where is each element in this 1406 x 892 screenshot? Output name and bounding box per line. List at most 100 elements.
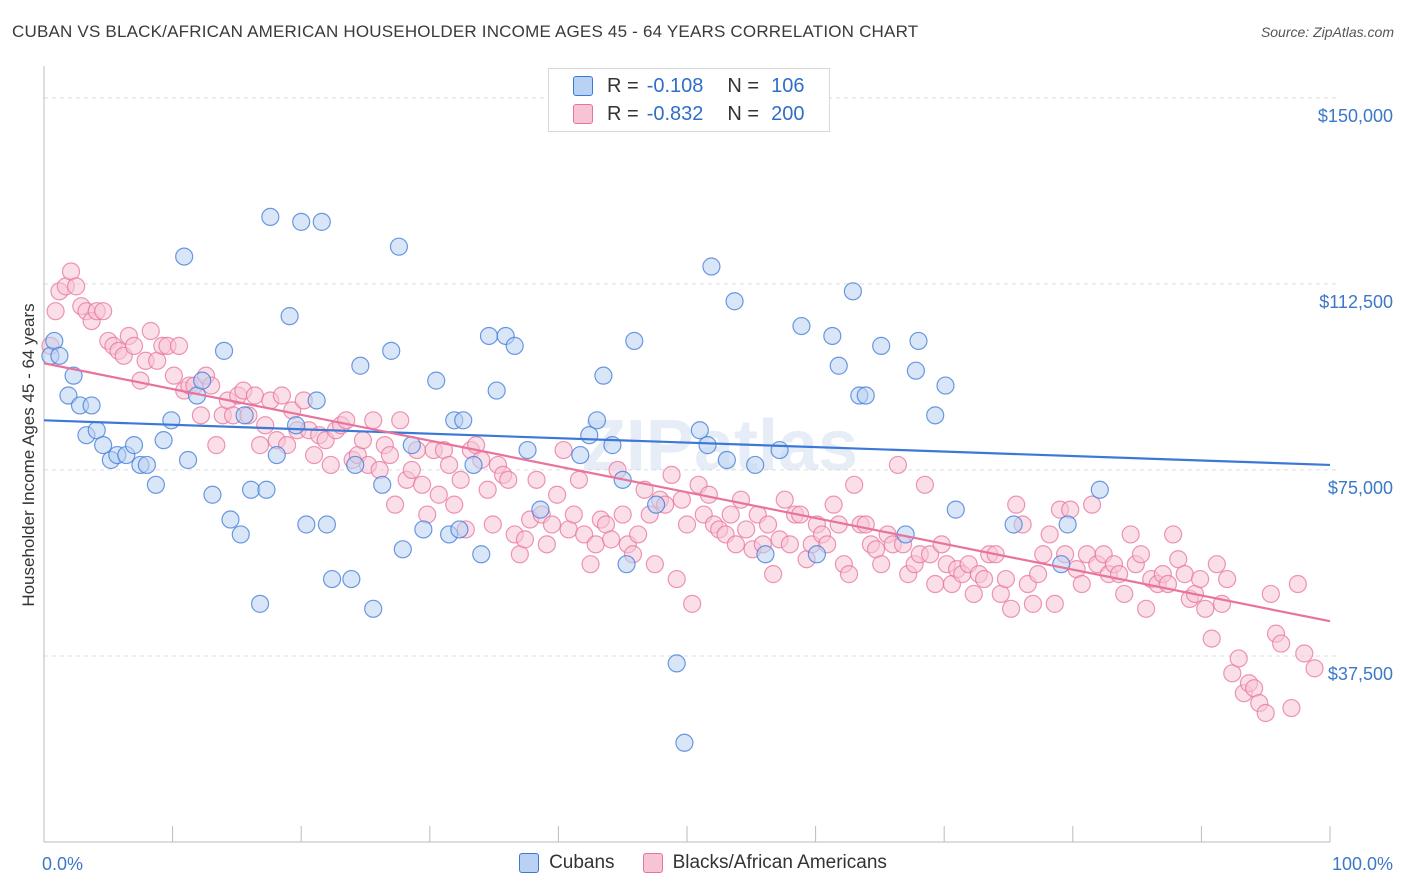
data-point (721, 505, 740, 524)
data-point (824, 495, 843, 514)
data-point (391, 411, 410, 430)
data-point (856, 386, 875, 405)
data-point (389, 237, 409, 256)
data-point (1115, 584, 1134, 604)
data-point (792, 316, 811, 336)
data-point (487, 381, 506, 400)
data-point (235, 406, 254, 425)
legend-label-cubans: Cubans (549, 852, 615, 873)
legend-swatch-cubans (573, 76, 593, 96)
data-point (1034, 545, 1053, 564)
data-point (936, 376, 955, 395)
data-point (675, 733, 694, 752)
data-point (594, 366, 613, 385)
data-point (829, 356, 848, 375)
data-point (564, 505, 583, 524)
data-point (94, 302, 113, 321)
data-point (193, 371, 212, 390)
data-point (1202, 629, 1221, 648)
data-point (580, 426, 599, 445)
data-point (569, 470, 589, 489)
data-point (257, 480, 276, 499)
data-point (888, 455, 908, 475)
data-point (1023, 594, 1043, 613)
data-point (59, 386, 78, 405)
data-point (364, 599, 383, 618)
data-point (645, 555, 664, 574)
data-point (50, 346, 69, 365)
data-point (451, 470, 470, 489)
data-point (537, 535, 556, 554)
data-point (613, 505, 632, 524)
data-point (581, 555, 600, 574)
data-point (472, 545, 491, 564)
data-point (346, 455, 365, 475)
data-point (926, 406, 945, 425)
data-point (756, 545, 775, 564)
data-point (575, 525, 594, 544)
data-point (1001, 599, 1021, 618)
data-point (272, 386, 292, 405)
data-point (571, 445, 590, 465)
data-point (629, 525, 648, 544)
data-point (1131, 545, 1151, 564)
chart-title: CUBAN VS BLACK/AFRICAN AMERICAN HOUSEHOL… (12, 22, 919, 41)
data-point (770, 440, 789, 460)
legend-r-value: -0.108 (646, 74, 704, 97)
data-point (515, 530, 535, 549)
data-point (479, 326, 499, 346)
data-point (856, 515, 875, 534)
data-point (445, 495, 464, 514)
legend-n-value: 200 (771, 102, 805, 125)
source-label: Source: ZipAtlas.com (1260, 24, 1394, 40)
data-point (214, 341, 234, 360)
data-point (647, 495, 666, 514)
data-point (737, 520, 756, 539)
data-point (141, 321, 160, 341)
data-point (807, 545, 826, 564)
data-point (1207, 555, 1226, 574)
data-point (203, 485, 222, 504)
data-point (1272, 634, 1291, 653)
data-point (353, 431, 373, 450)
legend-item-cubans: Cubans (519, 852, 615, 874)
data-point (843, 282, 862, 301)
trend-line (43, 362, 1331, 623)
data-point (221, 510, 240, 529)
data-point (250, 594, 270, 613)
data-point (207, 436, 226, 455)
data-point (412, 475, 432, 494)
data-point (1305, 659, 1324, 678)
data-point (625, 331, 644, 351)
data-point (337, 411, 356, 430)
legend-r-label: R = (607, 102, 639, 125)
y-tick-label: $112,500 (1319, 292, 1393, 312)
data-point (342, 569, 361, 589)
data-point (690, 421, 709, 440)
data-point (764, 565, 783, 584)
data-point (464, 455, 483, 475)
data-point (1082, 495, 1102, 514)
data-point (256, 416, 275, 435)
data-point (1028, 565, 1048, 584)
data-point (758, 515, 778, 534)
data-point (250, 436, 270, 455)
data-point (1191, 569, 1210, 589)
data-point (297, 515, 316, 534)
series-legend: Cubans Blacks/African Americans (0, 852, 1406, 874)
data-point (286, 416, 306, 435)
data-point (823, 326, 842, 346)
data-point (191, 406, 210, 425)
data-point (926, 574, 945, 594)
data-point (554, 440, 573, 460)
data-point (717, 450, 736, 470)
data-point (672, 490, 691, 509)
data-point (587, 411, 607, 430)
data-point (382, 341, 401, 360)
data-point (1218, 569, 1237, 589)
data-point (483, 515, 502, 534)
data-point (373, 475, 392, 494)
data-point (164, 366, 183, 385)
correlation-legend: R = -0.108 N = 106 R = -0.832 N = 200 (548, 68, 830, 132)
data-point (964, 584, 983, 604)
